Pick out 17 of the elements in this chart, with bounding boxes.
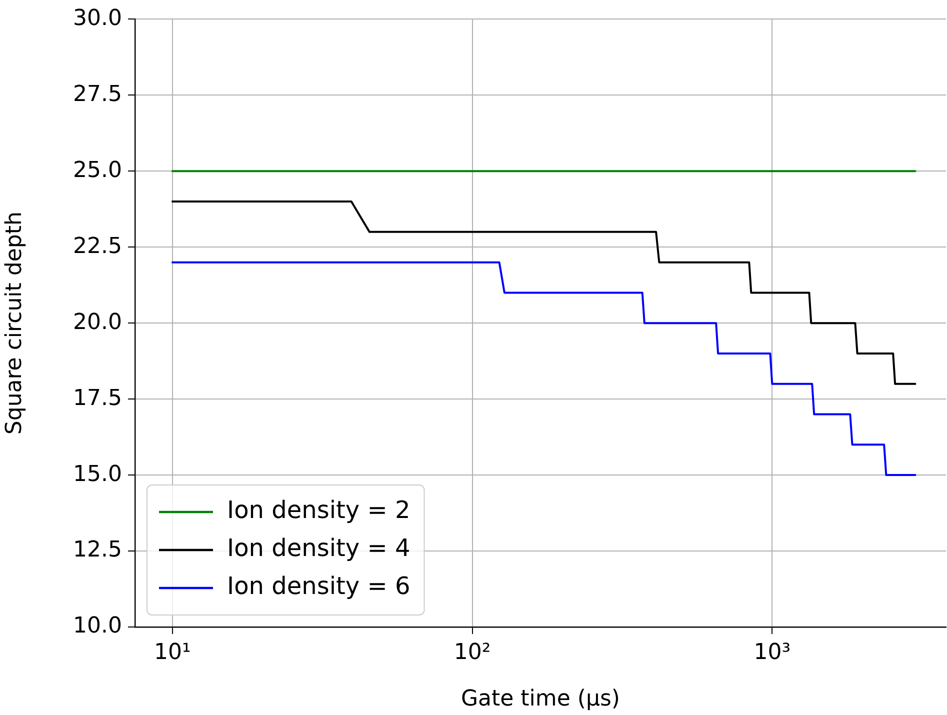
y-axis-title: Square circuit depth bbox=[2, 212, 27, 435]
y-tick-label: 27.5 bbox=[73, 82, 122, 107]
x-tick-label: 10² bbox=[454, 640, 491, 665]
y-tick-label: 15.0 bbox=[73, 462, 122, 487]
legend-label: Ion density = 6 bbox=[227, 572, 410, 600]
y-tick-label: 20.0 bbox=[73, 310, 122, 335]
legend-label: Ion density = 2 bbox=[227, 496, 410, 524]
y-tick-label: 12.5 bbox=[73, 538, 122, 563]
y-tick-label: 22.5 bbox=[73, 234, 122, 259]
y-tick-label: 25.0 bbox=[73, 158, 122, 183]
x-axis-title: Gate time (μs) bbox=[460, 686, 620, 712]
y-tick-label: 10.0 bbox=[73, 614, 122, 639]
legend-label: Ion density = 4 bbox=[227, 534, 410, 562]
x-tick-label: 10³ bbox=[754, 640, 791, 665]
y-tick-label: 17.5 bbox=[73, 386, 122, 411]
x-tick-label: 10¹ bbox=[154, 640, 191, 665]
y-tick-label: 30.0 bbox=[73, 6, 122, 31]
